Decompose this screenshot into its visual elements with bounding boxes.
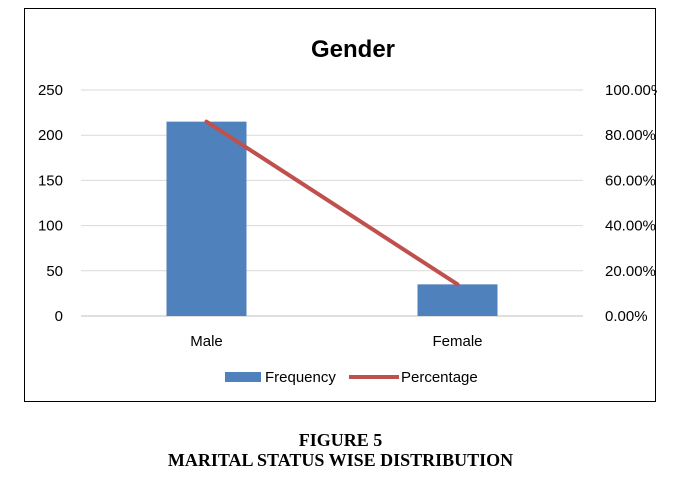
y2-tick-label: 80.00% bbox=[605, 127, 656, 144]
percentage-line bbox=[204, 119, 460, 287]
y2-tick-label: 60.00% bbox=[605, 172, 656, 189]
chart-area: Gender 0 50 100 150 200 250 0.00% 20.00% 40.00%… bbox=[24, 8, 657, 402]
y2-tick-label: 0.00% bbox=[605, 308, 648, 325]
bar bbox=[166, 121, 247, 316]
x-tick-label: Male bbox=[190, 333, 223, 350]
figure-title: MARITAL STATUS WISE DISTRIBUTION bbox=[167, 450, 514, 470]
legend-label-frequency: Frequency bbox=[265, 369, 336, 386]
left-axis: 0 50 100 150 200 250 bbox=[38, 82, 63, 325]
bar bbox=[417, 284, 498, 316]
y2-tick-label: 20.00% bbox=[605, 263, 656, 280]
y2-tick-label: 100.00% bbox=[605, 82, 657, 99]
y2-tick-label: 40.00% bbox=[605, 218, 656, 235]
y-tick-label: 0 bbox=[55, 308, 63, 325]
bar-series bbox=[166, 121, 498, 316]
y-tick-label: 100 bbox=[38, 218, 63, 235]
gridlines bbox=[81, 89, 583, 317]
y-tick-label: 150 bbox=[38, 172, 63, 189]
x-tick-label: Female bbox=[432, 333, 482, 350]
legend-label-percentage: Percentage bbox=[401, 369, 478, 386]
y-tick-label: 50 bbox=[46, 263, 63, 280]
chart-title: Gender bbox=[311, 36, 395, 63]
y-tick-label: 250 bbox=[38, 82, 63, 99]
x-axis: Male Female bbox=[190, 333, 482, 350]
figure-label: FIGURE 5 bbox=[298, 430, 383, 450]
figure-caption: FIGURE 5 MARITAL STATUS WISE DISTRIBUTIO… bbox=[0, 430, 681, 470]
y-tick-label: 200 bbox=[38, 127, 63, 144]
combo-chart: Gender 0 50 100 150 200 250 0.00% 20.00% 40.00%… bbox=[38, 36, 657, 386]
right-axis: 0.00% 20.00% 40.00% 60.00% 80.00% 100.00% bbox=[605, 82, 657, 325]
line-series bbox=[204, 119, 460, 287]
legend: Frequency Percentage bbox=[225, 369, 478, 386]
legend-swatch-frequency bbox=[225, 372, 261, 382]
